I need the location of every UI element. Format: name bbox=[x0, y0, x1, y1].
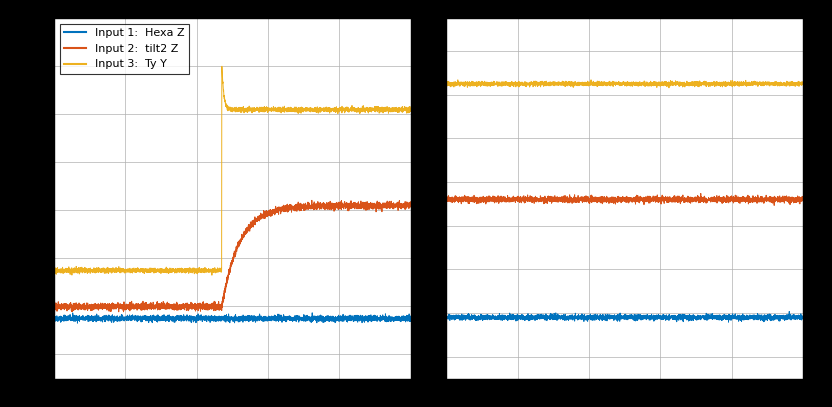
Line: Input 2:  tilt2 Z: Input 2: tilt2 Z bbox=[54, 200, 411, 312]
Input 2:  tilt2 Z: (1, 0.235): tilt2 Z: (1, 0.235) bbox=[406, 200, 416, 205]
Input 2:  tilt2 Z: (0.475, -0.176): tilt2 Z: (0.475, -0.176) bbox=[219, 298, 229, 303]
Input 2:  tilt2 Z: (0, -0.206): tilt2 Z: (0, -0.206) bbox=[49, 306, 59, 311]
Input 3:  Ty Y: (0.42, -0.052): Ty Y: (0.42, -0.052) bbox=[199, 269, 209, 274]
Input 1:  Hexa Z: (1, -0.248): Hexa Z: (1, -0.248) bbox=[406, 315, 416, 320]
Input 1:  Hexa Z: (0.97, -0.259): Hexa Z: (0.97, -0.259) bbox=[395, 318, 405, 323]
Input 3:  Ty Y: (0, -0.0502): Ty Y: (0, -0.0502) bbox=[49, 268, 59, 273]
Input 1:  Hexa Z: (0.92, -0.251): Hexa Z: (0.92, -0.251) bbox=[377, 316, 387, 321]
Input 2:  tilt2 Z: (0.42, -0.202): tilt2 Z: (0.42, -0.202) bbox=[199, 304, 209, 309]
Input 1:  Hexa Z: (0.42, -0.25): Hexa Z: (0.42, -0.25) bbox=[199, 316, 209, 321]
Input 2:  tilt2 Z: (0.428, -0.197): tilt2 Z: (0.428, -0.197) bbox=[202, 303, 212, 308]
Input 3:  Ty Y: (0.428, -0.0564): Ty Y: (0.428, -0.0564) bbox=[201, 269, 211, 274]
Input 2:  tilt2 Z: (0.727, 0.215): tilt2 Z: (0.727, 0.215) bbox=[309, 204, 319, 209]
Input 1:  Hexa Z: (0.724, -0.226): Hexa Z: (0.724, -0.226) bbox=[307, 311, 317, 315]
Input 1:  Hexa Z: (0.428, -0.245): Hexa Z: (0.428, -0.245) bbox=[202, 315, 212, 320]
Input 1:  Hexa Z: (0, -0.247): Hexa Z: (0, -0.247) bbox=[49, 315, 59, 320]
Input 2:  tilt2 Z: (0.723, 0.242): tilt2 Z: (0.723, 0.242) bbox=[307, 198, 317, 203]
Legend: Input 1:  Hexa Z, Input 2:  tilt2 Z, Input 3:  Ty Y: Input 1: Hexa Z, Input 2: tilt2 Z, Input… bbox=[60, 24, 189, 74]
Input 2:  tilt2 Z: (0.195, -0.222): tilt2 Z: (0.195, -0.222) bbox=[118, 309, 128, 314]
Line: Input 3:  Ty Y: Input 3: Ty Y bbox=[54, 66, 411, 275]
Input 3:  Ty Y: (0.443, -0.0696): Ty Y: (0.443, -0.0696) bbox=[207, 273, 217, 278]
Input 1:  Hexa Z: (0.0655, -0.269): Hexa Z: (0.0655, -0.269) bbox=[72, 321, 82, 326]
Input 3:  Ty Y: (0.476, 0.694): Ty Y: (0.476, 0.694) bbox=[219, 89, 229, 94]
Input 1:  Hexa Z: (0.727, -0.257): Hexa Z: (0.727, -0.257) bbox=[309, 318, 319, 323]
Input 3:  Ty Y: (0.97, 0.612): Ty Y: (0.97, 0.612) bbox=[395, 109, 405, 114]
Input 2:  tilt2 Z: (0.92, 0.214): tilt2 Z: (0.92, 0.214) bbox=[377, 205, 387, 210]
Input 1:  Hexa Z: (0.475, -0.252): Hexa Z: (0.475, -0.252) bbox=[219, 317, 229, 322]
Input 3:  Ty Y: (0.471, 0.8): Ty Y: (0.471, 0.8) bbox=[217, 64, 227, 69]
Y-axis label: Displacement [m]: Displacement [m] bbox=[422, 142, 435, 254]
Input 3:  Ty Y: (0.727, 0.62): Ty Y: (0.727, 0.62) bbox=[309, 107, 319, 112]
Input 3:  Ty Y: (0.92, 0.62): Ty Y: (0.92, 0.62) bbox=[377, 107, 387, 112]
Line: Input 1:  Hexa Z: Input 1: Hexa Z bbox=[54, 313, 411, 323]
Input 2:  tilt2 Z: (0.97, 0.216): tilt2 Z: (0.97, 0.216) bbox=[395, 204, 405, 209]
Input 3:  Ty Y: (1, 0.62): Ty Y: (1, 0.62) bbox=[406, 107, 416, 112]
